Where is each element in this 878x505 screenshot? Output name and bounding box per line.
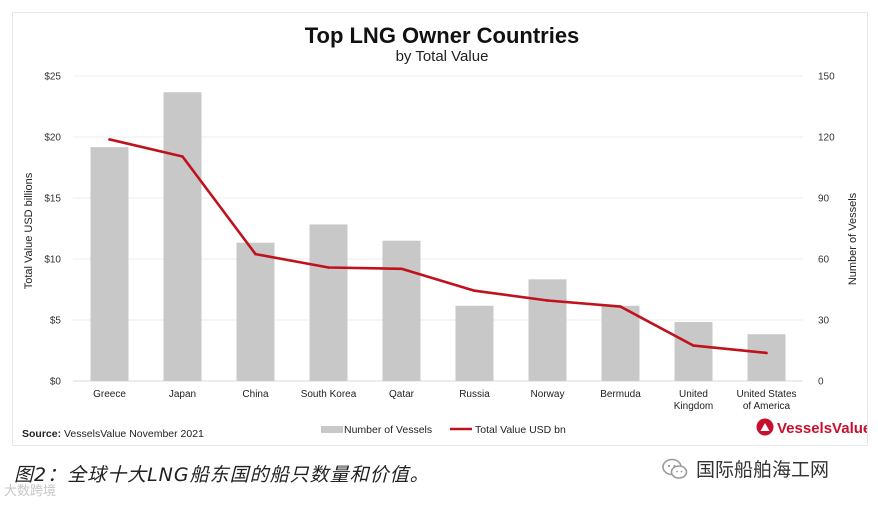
watermark-right-text: 国际船舶海工网 bbox=[696, 459, 830, 481]
chart-frame: Top LNG Owner Countries by Total Value $… bbox=[12, 12, 868, 446]
figure-caption: 图2：全球十大LNG船东国的船只数量和价值。 bbox=[14, 464, 430, 486]
line-point bbox=[254, 252, 257, 256]
legend-label-line: Total Value USD bn bbox=[475, 424, 566, 436]
line-point bbox=[327, 266, 330, 269]
logo-text: VesselsValue bbox=[777, 420, 867, 437]
line-point bbox=[765, 351, 768, 355]
bar bbox=[601, 305, 640, 381]
logo-triangle-icon bbox=[760, 423, 770, 431]
category-label: Norway bbox=[531, 389, 565, 400]
axis-ticks: $0 0 $5 30 $10 60 $15 90 $20 120 $25 150 bbox=[44, 72, 835, 388]
category-label: Japan bbox=[169, 389, 196, 400]
bar bbox=[309, 224, 348, 381]
line-point bbox=[619, 305, 622, 308]
y-tick-left: $0 bbox=[50, 377, 62, 388]
y-tick-right: 60 bbox=[818, 255, 830, 266]
y-tick-left: $15 bbox=[44, 194, 61, 205]
y-tick-left: $5 bbox=[50, 316, 62, 327]
bar bbox=[455, 305, 494, 381]
bar bbox=[90, 147, 129, 381]
category-label: Kingdom bbox=[674, 401, 713, 412]
category-label: South Korea bbox=[301, 389, 357, 400]
value-line bbox=[109, 138, 767, 355]
vesselsvalue-logo: VesselsValue bbox=[756, 418, 867, 437]
legend: Number of Vessels Total Value USD bn bbox=[321, 424, 566, 436]
category-label: Russia bbox=[459, 389, 490, 400]
line-point bbox=[692, 344, 695, 347]
y-tick-right: 90 bbox=[818, 194, 830, 205]
category-labels: Greece Japan China South Korea Qatar Russia No… bbox=[93, 389, 796, 412]
y-axis-left-label: Total Value USD billions bbox=[23, 172, 35, 289]
line-point bbox=[473, 289, 476, 293]
chart: Top LNG Owner Countries by Total Value $… bbox=[22, 23, 867, 440]
bar bbox=[747, 334, 786, 381]
bar bbox=[236, 242, 275, 381]
bar-series bbox=[90, 92, 786, 382]
legend-swatch-bars bbox=[321, 426, 343, 433]
category-label: Greece bbox=[93, 389, 126, 400]
line-series bbox=[108, 138, 768, 355]
line-point bbox=[108, 138, 111, 141]
line-point bbox=[181, 155, 184, 158]
bar bbox=[528, 279, 567, 381]
category-label: United bbox=[679, 389, 708, 400]
chart-title: Top LNG Owner Countries bbox=[305, 23, 580, 48]
chart-subtitle: by Total Value bbox=[396, 48, 489, 65]
watermark-left: 大数跨境 bbox=[4, 484, 57, 499]
bar bbox=[382, 240, 421, 381]
line-point bbox=[546, 299, 549, 302]
y-tick-right: 150 bbox=[818, 72, 835, 83]
category-label: Qatar bbox=[389, 389, 415, 400]
y-tick-left: $20 bbox=[44, 133, 61, 144]
y-tick-right: 30 bbox=[818, 316, 830, 327]
y-axis-right-label: Number of Vessels bbox=[847, 192, 859, 285]
y-tick-right: 120 bbox=[818, 133, 835, 144]
category-label: United States bbox=[736, 389, 796, 400]
bar bbox=[674, 322, 713, 381]
legend-label-bars: Number of Vessels bbox=[344, 424, 432, 436]
source-text: VesselsValue November 2021 bbox=[61, 428, 204, 440]
source-label: Source: bbox=[22, 428, 61, 440]
y-tick-left: $10 bbox=[44, 255, 61, 266]
line-point bbox=[400, 267, 403, 271]
category-label: China bbox=[242, 389, 269, 400]
category-label: Bermuda bbox=[600, 389, 641, 400]
watermark-right: 国际船舶海工网 bbox=[662, 455, 829, 482]
bar bbox=[163, 92, 202, 382]
wechat-icon bbox=[662, 458, 688, 479]
source-note: Source: VesselsValue November 2021 bbox=[22, 428, 204, 440]
y-tick-right: 0 bbox=[818, 377, 824, 388]
y-tick-left: $25 bbox=[44, 72, 61, 83]
category-label: of America bbox=[743, 401, 791, 412]
